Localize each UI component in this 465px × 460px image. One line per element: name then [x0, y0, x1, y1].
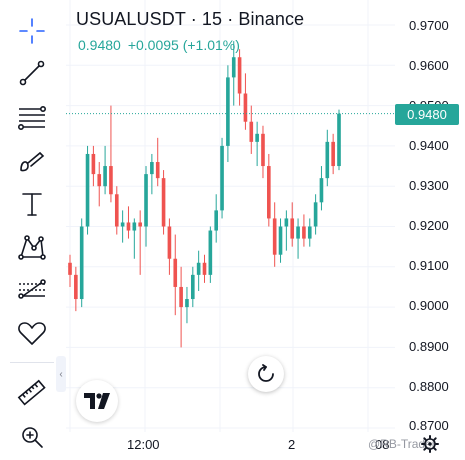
- price-axis-label: 0.8800: [409, 379, 449, 394]
- ruler-icon: [17, 379, 46, 406]
- text-tool[interactable]: [12, 187, 52, 221]
- crosshair-tool[interactable]: [12, 14, 52, 48]
- candle-body: [109, 166, 113, 195]
- gear-icon: [421, 435, 439, 453]
- price-axis-label: 0.9200: [409, 218, 449, 233]
- last-price-value: 0.9480: [78, 37, 121, 53]
- candle-body: [120, 222, 125, 227]
- candle-body: [208, 230, 213, 275]
- candle-body: [167, 226, 172, 259]
- time-axis-label: 12:00: [127, 437, 160, 452]
- price-axis-label: 0.9300: [409, 178, 449, 193]
- candle-body: [97, 174, 102, 187]
- candle-body: [74, 274, 78, 300]
- chart-settings-button[interactable]: [420, 434, 440, 454]
- reset-icon: [258, 364, 274, 382]
- candle-body: [325, 141, 330, 179]
- candle-body: [296, 226, 300, 239]
- brush-tool[interactable]: [12, 144, 52, 178]
- time-axis-label: 2: [288, 437, 296, 452]
- trend-line-icon: [19, 60, 45, 86]
- candle-body: [226, 77, 230, 146]
- candle-body: [138, 222, 142, 227]
- text-icon: [22, 193, 42, 216]
- toolbar-divider: [10, 362, 54, 363]
- price-axis-label: 0.9700: [409, 18, 449, 33]
- candle-body: [319, 178, 324, 203]
- forecast-icon: [18, 279, 46, 299]
- candle-body: [196, 262, 201, 275]
- fib-retracement-tool[interactable]: [12, 101, 52, 135]
- fib-retracement-icon: [17, 105, 46, 130]
- candle-body: [190, 274, 195, 300]
- candle-body: [103, 166, 107, 187]
- forecast-tool[interactable]: [12, 273, 52, 307]
- toolbar-collapse-handle[interactable]: ‹: [56, 356, 66, 392]
- reset-chart-button[interactable]: [248, 356, 284, 392]
- price-change-value: +0.0095 (+1.01%): [127, 37, 240, 53]
- favorites-heart-icon: [18, 322, 46, 345]
- candle-body: [255, 133, 259, 142]
- price-axis-label: 0.9100: [409, 258, 449, 273]
- candle-body: [278, 226, 283, 255]
- pattern-icon: [18, 235, 46, 260]
- price-axis-label: 0.8900: [409, 339, 449, 354]
- candle-body: [267, 166, 271, 219]
- brush-icon: [20, 151, 45, 172]
- candle-body: [331, 141, 335, 167]
- candle-body: [272, 218, 277, 255]
- candle-body: [313, 202, 318, 227]
- candle-body: [150, 162, 154, 175]
- candle-body: [214, 210, 219, 231]
- price-axis-label: 0.9600: [409, 58, 449, 73]
- candle-body: [249, 121, 254, 142]
- trend-line-tool[interactable]: [12, 56, 52, 90]
- candle-body: [185, 299, 189, 308]
- quote-line: 0.9480 +0.0095 (+1.01%): [78, 37, 247, 53]
- candle-body: [79, 226, 84, 300]
- candle-body: [202, 262, 207, 275]
- candle-body: [307, 226, 312, 239]
- candle-body: [85, 153, 90, 227]
- crosshair-icon: [19, 18, 45, 44]
- candle-body: [261, 133, 265, 167]
- watermark-text: @RB-Trader: [368, 437, 436, 451]
- candle-body: [114, 194, 119, 227]
- candle-body: [179, 286, 183, 308]
- drawing-toolbar: [0, 0, 64, 460]
- candle-body: [302, 226, 306, 239]
- pattern-tool[interactable]: [12, 230, 52, 264]
- candle-body: [161, 178, 166, 227]
- candle-body: [144, 174, 148, 227]
- symbol-title[interactable]: USUALUSDT · 15 · Binance: [76, 9, 305, 29]
- candle-body: [337, 113, 341, 167]
- tradingview-logo-icon: [84, 393, 110, 409]
- candle-body: [220, 145, 224, 211]
- favorites-tool[interactable]: [12, 316, 52, 350]
- candle-body: [237, 57, 242, 94]
- candle-body: [290, 218, 295, 239]
- candle-body: [68, 262, 72, 275]
- candle-body: [284, 218, 289, 227]
- price-axis-label: 0.9000: [409, 298, 449, 313]
- candle-body: [91, 153, 96, 175]
- candle-body: [132, 222, 137, 231]
- candle-body: [243, 93, 248, 122]
- zoom-in-icon: [22, 427, 43, 448]
- zoom-in-tool[interactable]: [12, 420, 52, 454]
- price-axis-label: 0.8700: [409, 418, 449, 433]
- candle-body: [155, 162, 160, 179]
- price-axis-label: 0.9400: [409, 138, 449, 153]
- candle-body: [126, 222, 131, 231]
- candle-body: [231, 57, 236, 78]
- candle-body: [173, 258, 178, 287]
- current-price-label: 0.9480: [395, 104, 459, 125]
- tradingview-logo[interactable]: [76, 380, 118, 422]
- ruler-tool[interactable]: [12, 376, 52, 410]
- time-axis-label: 08: [375, 437, 390, 452]
